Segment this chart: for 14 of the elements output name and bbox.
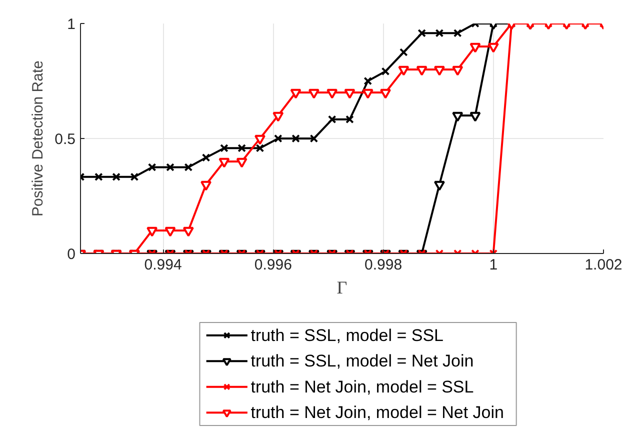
legend-label: truth = Net Join, model = SSL — [250, 377, 474, 396]
legend-label: truth = SSL, model = SSL — [250, 326, 444, 345]
x-tick-label: 0.994 — [144, 256, 182, 274]
y-tick-label: 1 — [67, 16, 76, 33]
legend-label: truth = Net Join, model = Net Join — [250, 403, 504, 422]
x-tick-label: 1.002 — [584, 256, 622, 274]
x-axis-title: Γ — [336, 278, 348, 298]
y-tick-label: 0.5 — [54, 131, 76, 148]
y-tick-label: 0 — [67, 246, 76, 263]
x-tick-label: 0.996 — [254, 256, 292, 274]
x-tick-label: 0.998 — [364, 256, 402, 274]
legend-label: truth = SSL, model = Net Join — [250, 352, 474, 371]
x-tick-label: 1 — [489, 256, 498, 274]
y-axis-title: Positive Detection Rate — [30, 60, 47, 216]
